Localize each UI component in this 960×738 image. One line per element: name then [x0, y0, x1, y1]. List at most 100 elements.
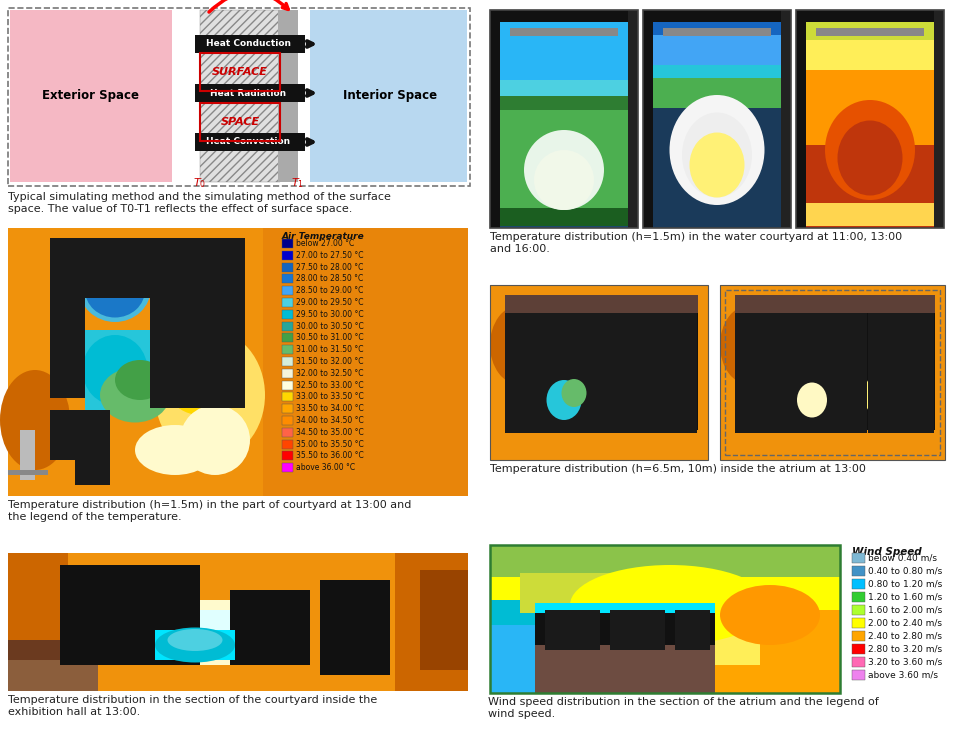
Bar — [492, 78, 636, 96]
Bar — [20, 430, 35, 480]
Bar — [735, 295, 935, 313]
Bar — [490, 545, 840, 577]
Bar — [282, 263, 293, 272]
Bar — [801, 313, 867, 433]
Text: SURFACE: SURFACE — [212, 67, 268, 77]
Text: 35.00 to 35.50 °C: 35.00 to 35.50 °C — [296, 440, 364, 449]
Bar — [535, 610, 715, 693]
Bar — [490, 10, 638, 22]
Bar — [490, 545, 840, 693]
Bar — [735, 295, 935, 430]
Bar — [490, 545, 840, 610]
Bar — [200, 10, 280, 182]
Ellipse shape — [85, 263, 145, 317]
Bar — [282, 345, 293, 354]
Bar — [852, 592, 865, 602]
Ellipse shape — [669, 95, 764, 205]
Bar — [490, 10, 638, 228]
Bar — [852, 579, 865, 589]
Bar — [852, 657, 865, 667]
Bar — [200, 53, 280, 91]
Ellipse shape — [720, 305, 780, 385]
Ellipse shape — [160, 325, 240, 415]
Text: Heat Convection: Heat Convection — [206, 137, 290, 147]
Bar — [798, 203, 942, 226]
Bar — [781, 10, 791, 228]
Bar — [8, 228, 468, 496]
Text: 29.00 to 29.50 °C: 29.00 to 29.50 °C — [296, 298, 364, 307]
Bar — [490, 285, 708, 460]
Bar — [282, 310, 293, 319]
Bar — [8, 470, 48, 475]
Bar — [490, 10, 638, 228]
Ellipse shape — [682, 112, 752, 198]
Bar — [282, 381, 293, 390]
Text: below 0.40 m/s: below 0.40 m/s — [868, 554, 937, 562]
Text: 30.50 to 31.00 °C: 30.50 to 31.00 °C — [296, 334, 364, 342]
Bar — [200, 10, 280, 182]
Bar — [492, 208, 636, 226]
Text: 33.50 to 34.00 °C: 33.50 to 34.00 °C — [296, 404, 364, 413]
Bar — [320, 580, 390, 675]
Bar — [645, 12, 789, 57]
Ellipse shape — [534, 150, 594, 210]
Text: 32.50 to 33.00 °C: 32.50 to 33.00 °C — [296, 381, 364, 390]
Text: 2.80 to 3.20 m/s: 2.80 to 3.20 m/s — [868, 644, 942, 654]
Bar — [75, 460, 110, 485]
Text: above 36.00 °C: above 36.00 °C — [296, 463, 355, 472]
Bar — [796, 10, 944, 22]
Bar — [934, 10, 944, 228]
Bar — [50, 410, 110, 460]
Bar — [8, 228, 263, 496]
Ellipse shape — [546, 380, 582, 420]
Ellipse shape — [155, 627, 235, 663]
Text: above 3.60 m/s: above 3.60 m/s — [868, 671, 938, 680]
Bar — [610, 610, 665, 650]
Bar — [510, 28, 618, 36]
Bar — [282, 334, 293, 342]
Bar — [85, 245, 145, 295]
Bar — [505, 295, 698, 313]
Bar — [643, 10, 791, 228]
Ellipse shape — [720, 585, 820, 645]
Text: $T_1$: $T_1$ — [292, 176, 304, 190]
Bar — [155, 630, 235, 660]
Bar — [816, 28, 924, 36]
Bar — [60, 565, 200, 665]
Bar — [10, 10, 172, 182]
Ellipse shape — [155, 330, 265, 460]
Text: 31.00 to 31.50 °C: 31.00 to 31.50 °C — [296, 345, 364, 354]
Bar — [490, 545, 840, 693]
Bar — [8, 8, 470, 186]
Bar — [643, 10, 653, 228]
Text: 31.50 to 32.00 °C: 31.50 to 32.00 °C — [296, 357, 364, 366]
Ellipse shape — [559, 365, 639, 425]
Bar — [492, 90, 636, 226]
Bar — [852, 553, 865, 563]
Text: 0.80 to 1.20 m/s: 0.80 to 1.20 m/s — [868, 579, 943, 588]
Bar — [628, 10, 638, 228]
Text: Temperature distribution (h=1.5m) in the part of courtyard at 13:00 and
the lege: Temperature distribution (h=1.5m) in the… — [8, 500, 412, 522]
Bar — [282, 416, 293, 425]
Ellipse shape — [825, 100, 915, 200]
Text: 33.00 to 33.50 °C: 33.00 to 33.50 °C — [296, 393, 364, 401]
Bar — [725, 290, 940, 455]
Text: Air Temperature: Air Temperature — [282, 232, 365, 241]
Text: 1.20 to 1.60 m/s: 1.20 to 1.60 m/s — [868, 593, 943, 601]
Bar — [490, 625, 555, 693]
Ellipse shape — [689, 133, 745, 198]
Bar — [852, 670, 865, 680]
Ellipse shape — [524, 130, 604, 210]
Bar — [801, 40, 939, 70]
Text: $T_0$: $T_0$ — [193, 176, 206, 190]
Text: 1.60 to 2.00 m/s: 1.60 to 2.00 m/s — [868, 605, 943, 615]
Bar — [155, 610, 235, 635]
Ellipse shape — [797, 382, 827, 418]
Bar — [540, 595, 760, 665]
Bar — [796, 10, 806, 228]
Bar — [648, 78, 786, 108]
Ellipse shape — [180, 405, 250, 475]
Text: Heat Radiation: Heat Radiation — [210, 89, 286, 97]
Bar — [282, 428, 293, 437]
Text: Temperature distribution (h=1.5m) in the water courtyard at 11:00, 13:00
and 16:: Temperature distribution (h=1.5m) in the… — [490, 232, 902, 254]
